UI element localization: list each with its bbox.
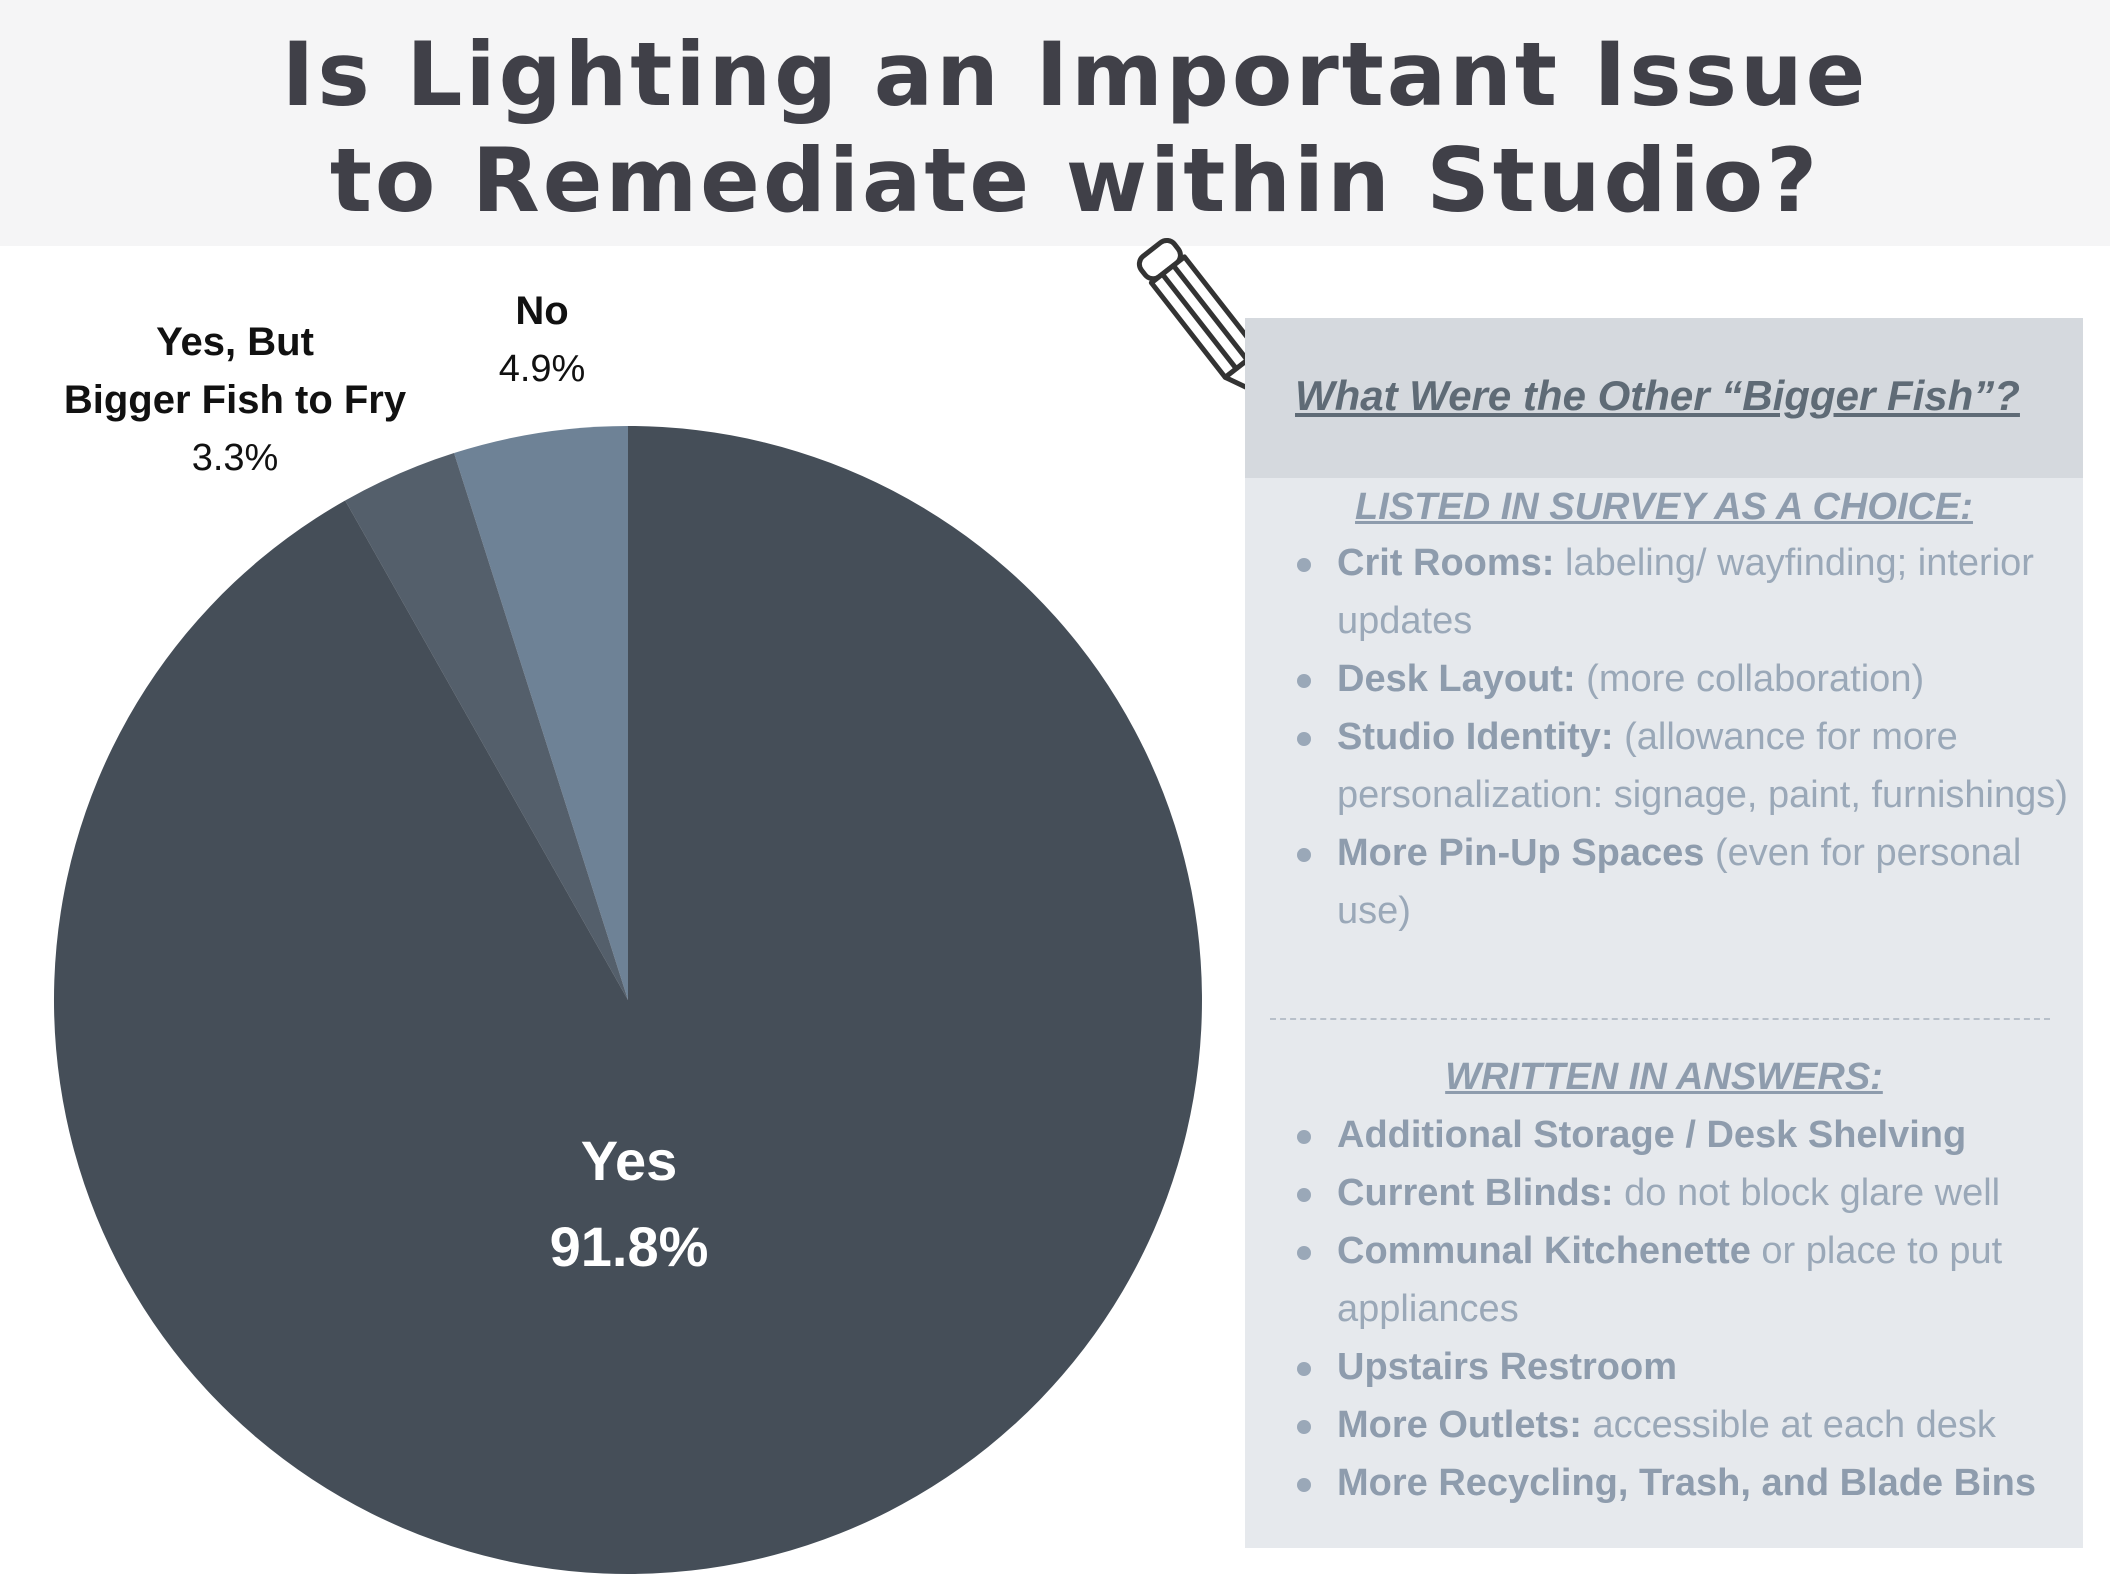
slice-name-bigger-fish-line1: Yes, But [156, 320, 314, 364]
slice-label-bigger-fish: Yes, But Bigger Fish to Fry 3.3% [50, 313, 420, 487]
bigger-fish-panel: What Were the Other “Bigger Fish”? LISTE… [1245, 318, 2083, 1548]
item-bold: Upstairs Restroom [1337, 1346, 1677, 1388]
item-text: (allowance for more personalization: sig… [1337, 716, 2068, 816]
section-heading-survey-choices: LISTED IN SURVEY AS A CHOICE: [1355, 486, 1973, 528]
item-text: do not block glare well [1613, 1172, 2001, 1214]
item-text: (more collaboration) [1575, 658, 1925, 700]
item-bold: Current Blinds: [1337, 1172, 1614, 1214]
panel-title: What Were the Other “Bigger Fish”? [1295, 372, 2020, 419]
item-bold: Crit Rooms: [1337, 542, 1555, 584]
slice-name-yes: Yes [580, 1129, 678, 1192]
slice-label-yes: Yes 91.8% [479, 1118, 779, 1290]
section-heading-written-answers: WRITTEN IN ANSWERS: [1445, 1056, 1883, 1098]
item-text: labeling/ wayfinding; interior updates [1337, 542, 2034, 642]
written-answers-list: Additional Storage / Desk Shelving Curre… [1295, 1106, 2075, 1512]
pie-chart [53, 426, 1202, 1574]
list-item: Desk Layout: (more collaboration) [1295, 650, 2075, 708]
item-text: accessible at each desk [1581, 1404, 1996, 1446]
item-text: or place to put appliances [1337, 1230, 2003, 1330]
list-item: More Recycling, Trash, and Blade Bins [1295, 1454, 2075, 1512]
title-line-1: Is Lighting an Important Issue [281, 23, 1869, 126]
list-item: Studio Identity: (allowance for more per… [1295, 708, 2075, 824]
chart-title: Is Lighting an Important Issue to Remedi… [0, 22, 2110, 234]
item-bold: More Pin-Up Spaces [1337, 832, 1705, 874]
list-item: More Pin-Up Spaces (even for personal us… [1295, 824, 2075, 940]
item-bold: More Recycling, Trash, and Blade Bins [1337, 1462, 2036, 1504]
item-bold: Studio Identity: [1337, 716, 1614, 758]
title-band [0, 0, 2110, 246]
survey-choices-list: Crit Rooms: labeling/ wayfinding; interi… [1295, 534, 2075, 940]
pie-slice-yes-but-bigger-fish-to-fry [345, 452, 628, 1000]
slice-value-no: 4.9% [498, 348, 586, 390]
item-bold: Desk Layout: [1337, 658, 1576, 700]
list-item: More Outlets: accessible at each desk [1295, 1396, 2075, 1454]
list-item: Communal Kitchenette or place to put app… [1295, 1222, 2075, 1338]
list-item: Crit Rooms: labeling/ wayfinding; interi… [1295, 534, 2075, 650]
item-bold: More Outlets: [1337, 1404, 1582, 1446]
pie-slice-no [454, 426, 628, 1000]
item-text: (even for personal use) [1337, 832, 2022, 932]
slice-name-no: No [515, 289, 569, 333]
list-item: Current Blinds: do not block glare well [1295, 1164, 2075, 1222]
panel-header [1245, 318, 2083, 478]
list-item: Additional Storage / Desk Shelving [1295, 1106, 2075, 1164]
title-line-2: to Remediate within Studio? [329, 129, 1821, 232]
section-divider [1270, 1018, 2050, 1020]
item-bold: Communal Kitchenette [1337, 1230, 1751, 1272]
list-item: Upstairs Restroom [1295, 1338, 2075, 1396]
item-bold: Additional Storage / Desk Shelving [1337, 1114, 1967, 1156]
slice-value-bigger-fish: 3.3% [191, 437, 279, 479]
slice-label-no: No 4.9% [482, 282, 602, 398]
pie-slice-yes [53, 426, 1202, 1574]
slice-value-yes: 91.8% [549, 1215, 709, 1278]
slice-name-bigger-fish-line2: Bigger Fish to Fry [63, 378, 407, 422]
